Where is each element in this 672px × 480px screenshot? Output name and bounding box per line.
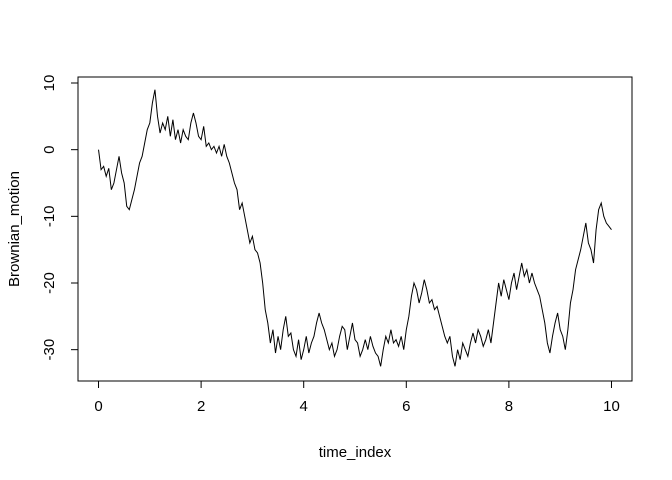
x-tick-label: 0 <box>94 398 102 415</box>
x-tick-label: 4 <box>300 398 308 415</box>
y-tick-label: 0 <box>41 145 58 153</box>
y-tick-label: -20 <box>41 272 58 294</box>
x-axis-label: time_index <box>319 444 392 461</box>
y-tick-label: 10 <box>41 75 58 92</box>
x-tick-label: 8 <box>505 398 513 415</box>
x-tick-label: 10 <box>603 398 620 415</box>
plot-box <box>77 76 633 382</box>
data-line <box>98 89 612 367</box>
x-tick-label: 6 <box>402 398 410 415</box>
x-tick-label: 2 <box>197 398 205 415</box>
y-axis-label: Brownian_motion <box>6 171 23 287</box>
y-tick-label: -10 <box>41 205 58 227</box>
y-tick-label: -30 <box>41 339 58 361</box>
